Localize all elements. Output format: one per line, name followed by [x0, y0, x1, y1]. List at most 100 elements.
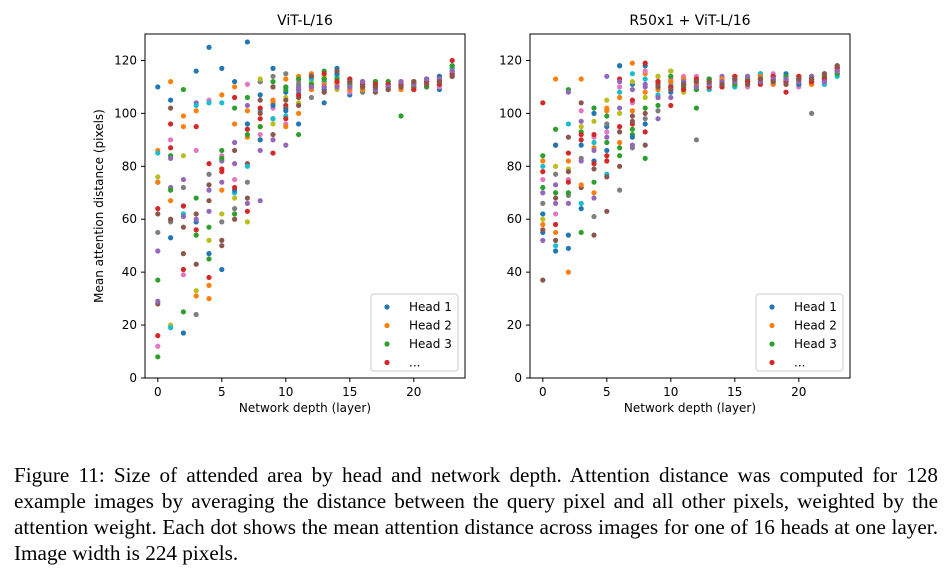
- data-point: [809, 110, 815, 116]
- data-point: [283, 97, 289, 103]
- data-point: [257, 105, 263, 111]
- data-point: [553, 163, 559, 169]
- data-point: [604, 97, 610, 103]
- data-point: [155, 298, 161, 304]
- data-point: [206, 171, 212, 177]
- x-tick-label: 10: [663, 385, 678, 399]
- data-point: [604, 158, 610, 164]
- legend-box: [370, 293, 459, 372]
- y-tick-label: 0: [129, 371, 137, 385]
- data-point: [642, 105, 648, 111]
- data-point: [232, 206, 238, 212]
- y-axis-label: Mean attention distance (pixels): [92, 109, 106, 303]
- data-point: [629, 60, 636, 66]
- data-point: [257, 147, 263, 154]
- data-point: [244, 121, 250, 127]
- legend-marker: [769, 322, 775, 329]
- data-point: [244, 179, 250, 185]
- data-point: [565, 179, 572, 185]
- data-point: [411, 86, 417, 93]
- data-point: [642, 68, 648, 74]
- legend-label: ...: [409, 356, 420, 370]
- data-point: [155, 343, 161, 349]
- x-tick-label: 5: [603, 385, 611, 399]
- data-point: [809, 76, 815, 82]
- data-point: [155, 179, 161, 185]
- data-point: [591, 110, 597, 116]
- data-point: [706, 79, 712, 85]
- data-point: [180, 184, 186, 191]
- data-point: [219, 92, 225, 98]
- data-point: [168, 216, 174, 222]
- legend-label: Head 3: [409, 337, 452, 351]
- data-point: [398, 113, 404, 119]
- data-point: [257, 97, 263, 103]
- data-point: [321, 100, 327, 106]
- data-point: [591, 232, 597, 238]
- data-point: [257, 137, 263, 143]
- data-point: [617, 84, 623, 90]
- data-point: [180, 224, 186, 230]
- data-point: [180, 309, 186, 315]
- data-point: [540, 100, 546, 106]
- axes-frame: [529, 33, 851, 379]
- data-point: [668, 102, 674, 109]
- data-point: [834, 63, 840, 69]
- y-tick-label: 100: [499, 106, 522, 120]
- data-point: [668, 73, 674, 79]
- data-point: [219, 243, 225, 249]
- data-point: [553, 243, 559, 249]
- legend-label: Head 3: [794, 337, 837, 351]
- data-point: [591, 105, 597, 111]
- data-point: [617, 124, 623, 130]
- data-point: [232, 105, 238, 111]
- data-point: [565, 150, 572, 156]
- y-tick-label: 20: [507, 318, 522, 332]
- data-point: [578, 229, 584, 236]
- legend-box: [755, 293, 844, 372]
- data-point: [257, 92, 263, 98]
- data-point: [193, 211, 199, 217]
- data-point: [270, 137, 276, 143]
- data-point: [232, 195, 238, 201]
- data-point: [591, 139, 597, 146]
- data-point: [347, 79, 353, 85]
- data-point: [193, 195, 199, 201]
- data-point: [398, 79, 404, 85]
- legend-marker: [384, 341, 390, 347]
- chart-r50x1-vit-l16: R50x1 + ViT-L/16 0 5 10 15 20 0 20 40 60 80 100 120 N…: [499, 13, 851, 415]
- y-tick-label: 40: [122, 265, 137, 279]
- data-point: [540, 200, 546, 206]
- data-point: [168, 105, 174, 111]
- data-point: [540, 227, 546, 233]
- y-tick-label: 80: [122, 159, 137, 173]
- data-point: [604, 113, 610, 119]
- data-point: [629, 118, 636, 124]
- data-point: [257, 124, 263, 130]
- data-point: [219, 187, 225, 193]
- data-point: [424, 81, 430, 87]
- data-point: [693, 84, 700, 90]
- data-point: [668, 94, 674, 101]
- data-point: [565, 134, 572, 140]
- data-point: [591, 213, 597, 220]
- data-point: [668, 68, 674, 74]
- legend-label: Head 2: [409, 319, 452, 333]
- data-point: [168, 325, 174, 331]
- data-point: [270, 73, 276, 79]
- data-point: [449, 57, 455, 64]
- legend-marker: [769, 304, 775, 310]
- data-point: [180, 176, 186, 183]
- data-point: [591, 190, 597, 196]
- data-point: [591, 166, 597, 172]
- data-point: [193, 147, 199, 154]
- data-point: [681, 81, 687, 87]
- data-point: [553, 200, 559, 206]
- data-point: [681, 86, 687, 93]
- data-point: [232, 161, 238, 167]
- data-point: [604, 129, 610, 135]
- data-point: [629, 79, 636, 85]
- data-point: [629, 108, 636, 114]
- data-point: [244, 39, 250, 45]
- data-point: [565, 121, 572, 127]
